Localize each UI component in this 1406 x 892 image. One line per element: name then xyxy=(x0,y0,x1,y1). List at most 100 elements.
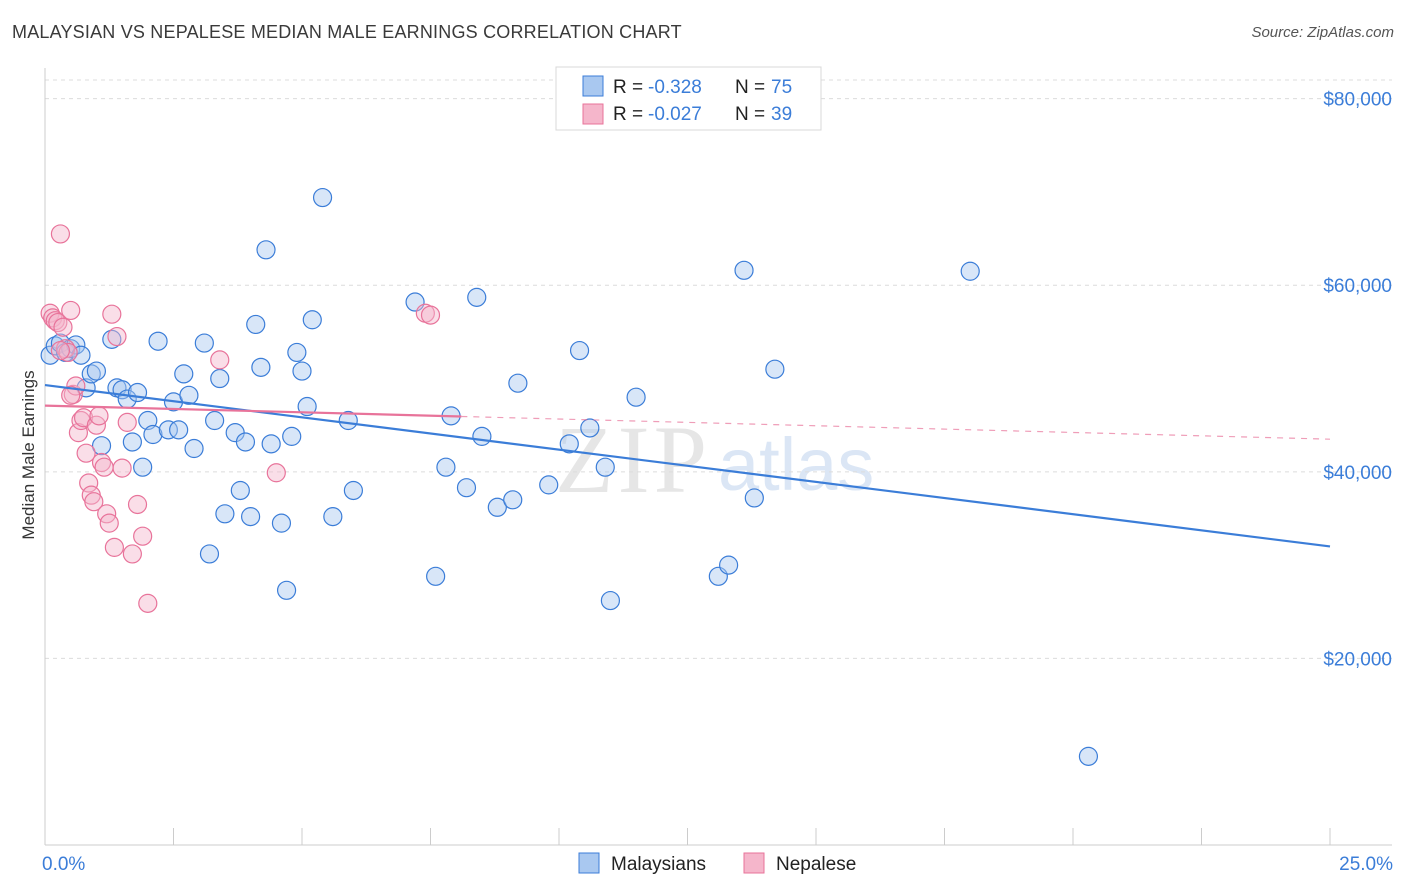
nepalese-point xyxy=(117,412,137,432)
y-tick-labels: $20,000 $40,000 $60,000 $80,000 xyxy=(1323,90,1392,671)
nepalese-point xyxy=(53,317,73,337)
nepalese-point xyxy=(61,385,81,405)
malaysians-point xyxy=(302,310,322,330)
nepalese-point xyxy=(122,544,142,564)
legend-swatch-nepalese xyxy=(582,103,604,125)
malaysians-point xyxy=(559,434,579,454)
nepalese-point xyxy=(68,423,89,443)
nepalese-point xyxy=(266,463,286,483)
x-tick-label-min: 0.0% xyxy=(42,854,85,875)
malaysians-point xyxy=(184,438,204,459)
malaysians-point xyxy=(271,513,292,533)
malaysians-point xyxy=(86,361,107,381)
malaysians-point xyxy=(297,396,317,417)
watermark-atlas: atlas xyxy=(718,423,874,506)
nepalese-point xyxy=(76,443,96,463)
nepalese-point xyxy=(133,526,153,546)
malaysians-point xyxy=(436,457,456,477)
malaysians-point xyxy=(338,410,358,431)
legend-r-label: R = xyxy=(613,104,643,125)
malaysians-point xyxy=(148,331,168,351)
nepalese-point xyxy=(50,340,71,361)
nepalese-point xyxy=(79,473,99,493)
nepalese-point xyxy=(104,537,124,557)
malaysians-point xyxy=(719,555,739,575)
malaysians-point xyxy=(569,340,590,361)
malaysians-point xyxy=(210,368,230,389)
nepalese-point xyxy=(89,406,109,426)
malaysians-point xyxy=(246,314,266,335)
y-tick-label: $40,000 xyxy=(1323,463,1392,484)
malaysians-point xyxy=(102,329,122,349)
malaysians-point xyxy=(734,260,754,280)
legend-n-value: 75 xyxy=(771,77,792,98)
malaysians-point xyxy=(276,580,297,600)
nepalese-point xyxy=(127,494,148,515)
stats-legend: R = -0.328 N = 75 R = -0.027 N = 39 xyxy=(555,66,822,131)
legend-r-value: -0.328 xyxy=(648,77,702,98)
y-tick-label: $80,000 xyxy=(1323,90,1392,111)
nepalese-point xyxy=(58,342,78,363)
malaysians-point xyxy=(158,420,178,440)
watermark: ZIP atlas xyxy=(555,406,874,513)
malaysians-point xyxy=(960,261,980,281)
nepalese-point xyxy=(420,305,441,325)
trend-lines xyxy=(44,383,1331,548)
malaysians-point xyxy=(626,387,646,407)
malaysians-point xyxy=(744,488,764,508)
malaysians-point xyxy=(169,420,189,440)
nepalese-point xyxy=(107,326,127,347)
nepalese-trend-extension xyxy=(461,415,1331,440)
x-tick-label-max: 25.0% xyxy=(1339,854,1393,875)
malaysians-point xyxy=(323,507,343,527)
malaysians-point xyxy=(133,457,153,477)
malaysians-point xyxy=(343,480,363,501)
malaysians-point xyxy=(292,361,312,381)
malaysians-point xyxy=(508,373,528,393)
malaysians-point xyxy=(1078,746,1099,766)
legend-r-label: R = xyxy=(613,77,643,98)
nepalese-point xyxy=(94,457,114,477)
axes xyxy=(44,68,1392,846)
nepalese-point xyxy=(138,593,158,613)
malaysians-point xyxy=(251,357,271,377)
legend-swatch-malaysians xyxy=(582,75,604,97)
bottom-legend-label-nepalese: Nepalese xyxy=(776,854,856,875)
malaysians-point xyxy=(194,333,214,353)
nepalese-point xyxy=(84,492,104,512)
malaysians-point xyxy=(472,426,492,446)
nepalese-points xyxy=(40,224,441,613)
nepalese-point xyxy=(102,304,122,324)
legend-n-value: 39 xyxy=(771,104,792,125)
malaysians-point xyxy=(287,342,307,363)
malaysians-point xyxy=(600,590,621,611)
malaysians-point xyxy=(503,490,523,510)
malaysians-point xyxy=(215,504,235,524)
malaysians-point xyxy=(179,385,199,405)
malaysians-point xyxy=(91,436,112,456)
malaysians-point xyxy=(205,410,225,431)
series-legend: Malaysians Nepalese xyxy=(578,852,856,875)
malaysians-point xyxy=(241,507,261,527)
malaysians-point xyxy=(235,432,256,452)
malaysians-point xyxy=(487,497,507,517)
malaysians-point xyxy=(122,432,142,452)
malaysians-point xyxy=(467,287,487,307)
malaysians-point xyxy=(312,187,333,208)
nepalese-point xyxy=(50,224,71,244)
nepalese-point xyxy=(112,458,132,478)
malaysians-point xyxy=(282,426,302,446)
malaysians-point xyxy=(261,434,281,454)
y-axis-label: Median Male Earnings xyxy=(19,370,38,539)
nepalese-point xyxy=(61,300,81,321)
chart-title: MALAYSIAN VS NEPALESE MEDIAN MALE EARNIN… xyxy=(12,22,682,42)
malaysians-point xyxy=(143,424,163,445)
nepalese-point xyxy=(71,410,91,431)
legend-n-label: N = xyxy=(735,104,765,125)
y-tick-label: $20,000 xyxy=(1323,649,1392,670)
legend-n-label: N = xyxy=(735,77,765,98)
bottom-legend-swatch-malaysians xyxy=(578,852,600,874)
malaysians-point xyxy=(127,382,148,403)
malaysians-point xyxy=(199,544,220,564)
